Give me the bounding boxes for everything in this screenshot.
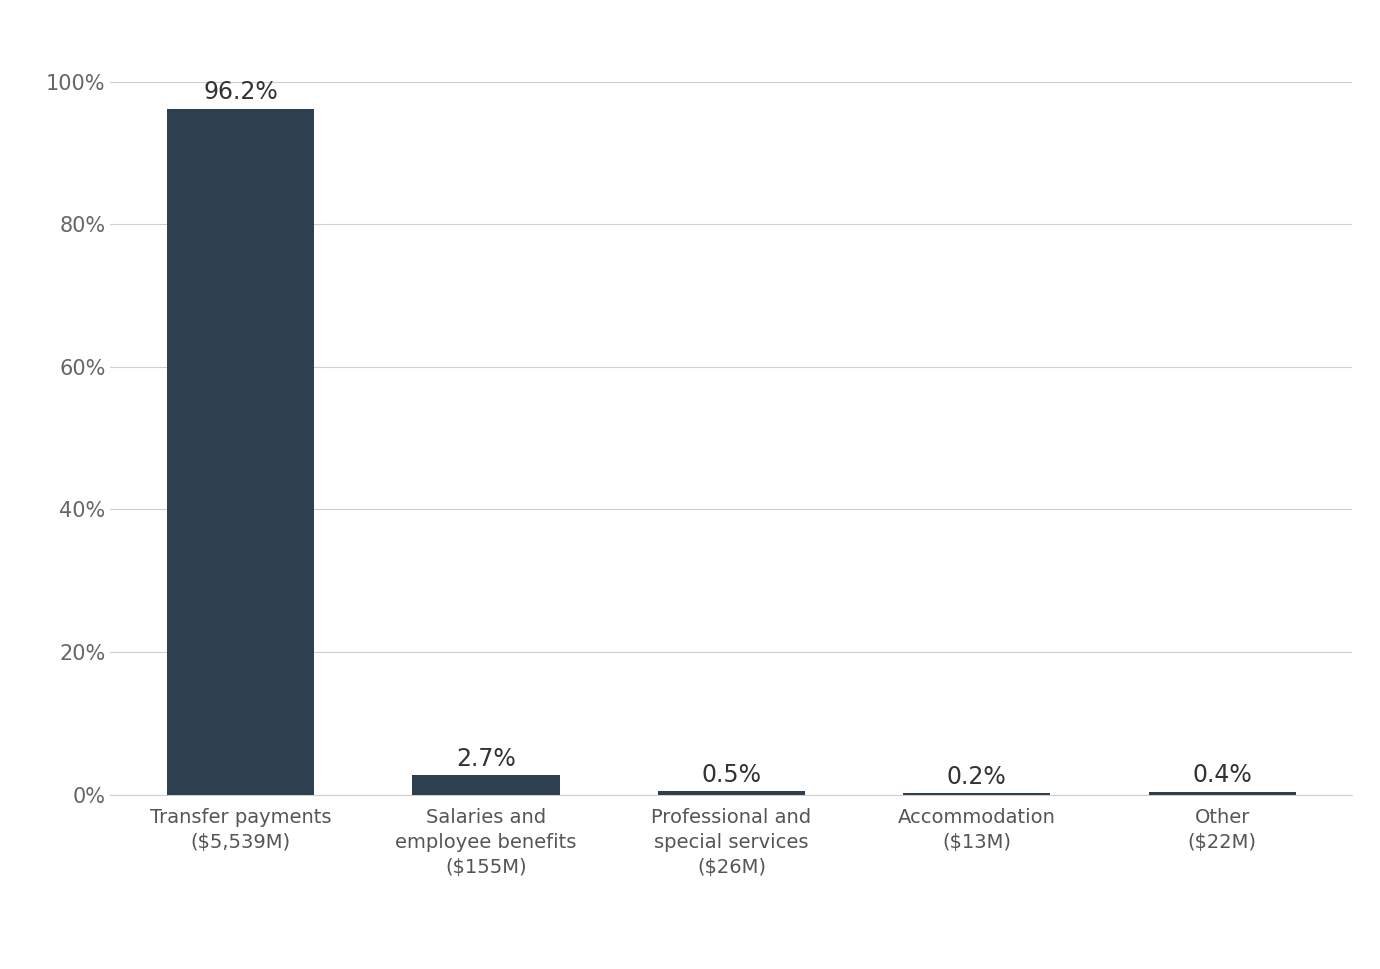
Bar [904, 794, 1050, 795]
Text: 0.4%: 0.4% [1192, 764, 1252, 788]
Bar [658, 791, 805, 795]
Bar [413, 775, 559, 795]
Text: 0.2%: 0.2% [947, 765, 1007, 789]
Bar [167, 109, 315, 795]
Text: 96.2%: 96.2% [203, 80, 277, 105]
Text: 2.7%: 2.7% [455, 747, 516, 771]
Text: 0.5%: 0.5% [701, 763, 762, 787]
Bar [1148, 792, 1296, 795]
